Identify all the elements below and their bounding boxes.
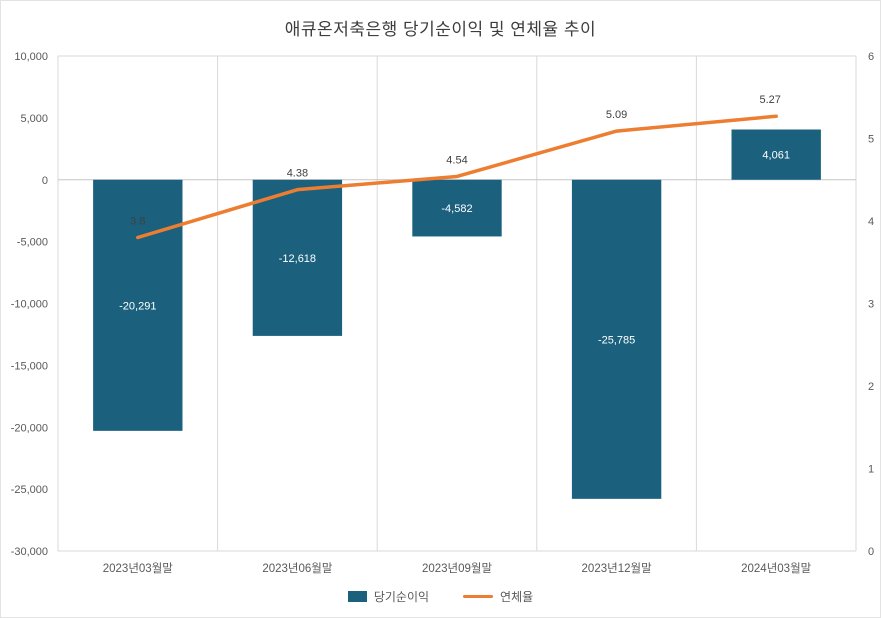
line-data-label: 5.09 xyxy=(606,109,627,121)
chart-title: 애큐온저축은행 당기순이익 및 연체율 추이 xyxy=(284,20,597,39)
legend-item-delinquency-rate: 연체율 xyxy=(463,588,533,605)
left-axis-tick: 10,000 xyxy=(14,51,48,63)
category-label: 2024년03월말 xyxy=(741,561,812,575)
left-axis-tick: 0 xyxy=(42,175,48,187)
legend-item-net-income: 당기순이익 xyxy=(347,588,430,605)
left-axis-tick: -10,000 xyxy=(11,299,48,311)
bar-data-label: -4,582 xyxy=(441,203,472,215)
line-data-label: 5.27 xyxy=(759,94,780,106)
line-data-label: 3.8 xyxy=(130,216,145,228)
left-axis-tick: -5,000 xyxy=(17,237,48,249)
right-axis-tick: 6 xyxy=(868,51,874,63)
category-label: 2023년12월말 xyxy=(582,561,653,575)
category-label: 2023년06월말 xyxy=(262,561,333,575)
right-axis-tick: 0 xyxy=(868,546,874,558)
line-series xyxy=(136,114,778,240)
bar-1 xyxy=(252,179,343,336)
line-swatch-icon xyxy=(463,595,494,598)
bar-data-label: -12,618 xyxy=(279,253,316,265)
bar-3 xyxy=(571,179,662,499)
category-label: 2023년09월말 xyxy=(422,561,493,575)
bar-data-label: -20,291 xyxy=(119,300,156,312)
category-label: 2023년03월말 xyxy=(103,561,174,575)
legend: 당기순이익 연체율 xyxy=(1,588,880,605)
legend-label-delinquency-rate: 연체율 xyxy=(500,590,534,604)
legend-label-net-income: 당기순이익 xyxy=(373,590,430,604)
line-data-label: 4.54 xyxy=(446,154,467,166)
bar-2 xyxy=(412,179,502,237)
left-axis-tick: -20,000 xyxy=(11,422,48,434)
bar-0 xyxy=(93,179,183,431)
right-axis-tick: 1 xyxy=(868,464,874,476)
left-axis-tick: -30,000 xyxy=(11,546,48,558)
right-axis-tick: 5 xyxy=(868,134,874,146)
bar-swatch-icon xyxy=(347,591,367,602)
right-axis-tick: 2 xyxy=(868,381,874,393)
left-axis-tick: 5,000 xyxy=(20,113,48,125)
bar-data-label: 4,061 xyxy=(762,150,790,162)
bar-data-label: -25,785 xyxy=(598,334,635,346)
left-axis-tick: -25,000 xyxy=(11,484,48,496)
right-axis-tick: 4 xyxy=(868,216,874,228)
right-axis-tick: 3 xyxy=(868,299,874,311)
line-data-label: 4.38 xyxy=(287,168,308,180)
left-axis-tick: -15,000 xyxy=(11,360,48,372)
bar-4 xyxy=(731,129,821,180)
